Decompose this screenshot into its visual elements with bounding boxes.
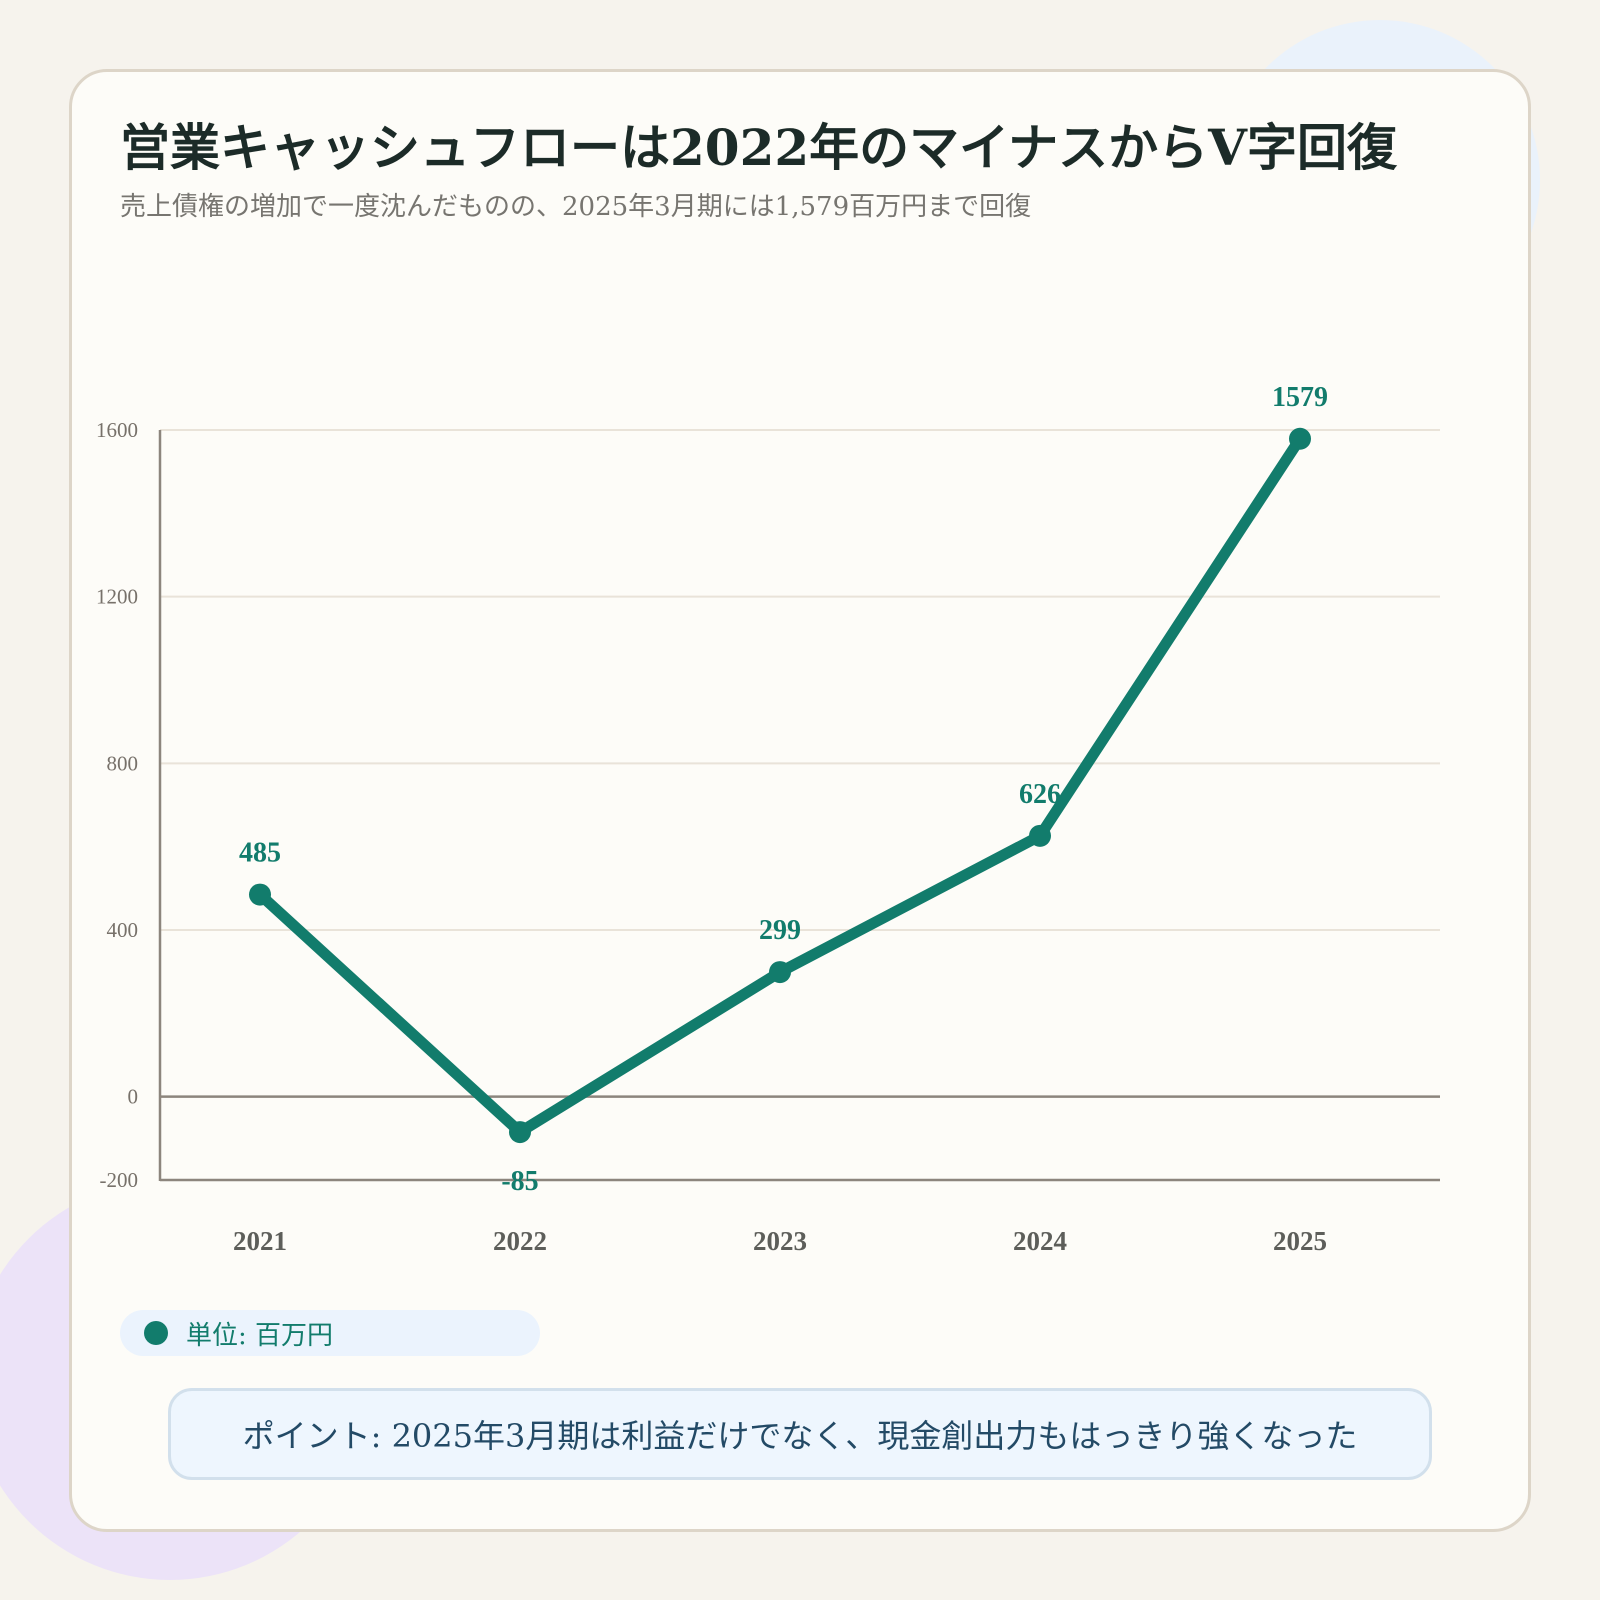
x-tick-label: 2021 bbox=[233, 1226, 287, 1256]
x-tick-label: 2024 bbox=[1013, 1226, 1067, 1256]
key-point-callout: ポイント: 2025年3月期は利益だけでなく、現金創出力もはっきり強くなった bbox=[168, 1388, 1432, 1480]
data-value-label: -85 bbox=[501, 1166, 538, 1197]
data-point-marker bbox=[249, 883, 271, 906]
chart-title: 営業キャッシュフローは2022年のマイナスからV字回復 bbox=[120, 118, 1397, 177]
y-tick-label: 1600 bbox=[96, 418, 138, 442]
axes bbox=[158, 430, 1440, 1182]
y-tick-label: -200 bbox=[100, 1168, 139, 1192]
chart-subtitle: 売上債権の増加で一度沈んだものの、2025年3月期には1,579百万円まで回復 bbox=[120, 192, 1032, 222]
data-series bbox=[249, 427, 1311, 1144]
series-line bbox=[254, 433, 1306, 1138]
y-axis-ticks: 1600 1200 800 400 0 -200 bbox=[96, 418, 138, 1192]
x-tick-label: 2022 bbox=[493, 1226, 547, 1256]
data-point-marker bbox=[769, 961, 791, 984]
gridlines bbox=[160, 429, 1440, 931]
data-point-marker bbox=[1029, 824, 1051, 847]
y-tick-label: 0 bbox=[128, 1085, 139, 1109]
x-tick-label: 2023 bbox=[753, 1226, 807, 1256]
y-tick-label: 800 bbox=[107, 751, 139, 775]
data-point-marker bbox=[509, 1121, 531, 1144]
data-labels: 485 -85 299 626 1579 bbox=[239, 382, 1328, 1197]
chart-card bbox=[69, 69, 1531, 1532]
x-axis-ticks: 2021 2022 2023 2024 2025 bbox=[233, 1226, 1327, 1256]
data-value-label: 626 bbox=[1019, 779, 1061, 810]
unit-legend: 単位: 百万円 bbox=[120, 1310, 540, 1356]
data-point-marker bbox=[1289, 427, 1311, 450]
data-value-label: 1579 bbox=[1272, 382, 1328, 413]
y-tick-label: 400 bbox=[107, 918, 139, 942]
legend-label: 単位: 百万円 bbox=[186, 1320, 334, 1351]
x-tick-label: 2025 bbox=[1273, 1226, 1327, 1256]
legend-dot-icon bbox=[144, 1321, 168, 1345]
data-value-label: 485 bbox=[239, 838, 281, 869]
data-value-label: 299 bbox=[759, 915, 801, 946]
key-point-text: ポイント: 2025年3月期は利益だけでなく、現金創出力もはっきり強くなった bbox=[242, 1417, 1358, 1455]
y-tick-label: 1200 bbox=[96, 585, 138, 609]
